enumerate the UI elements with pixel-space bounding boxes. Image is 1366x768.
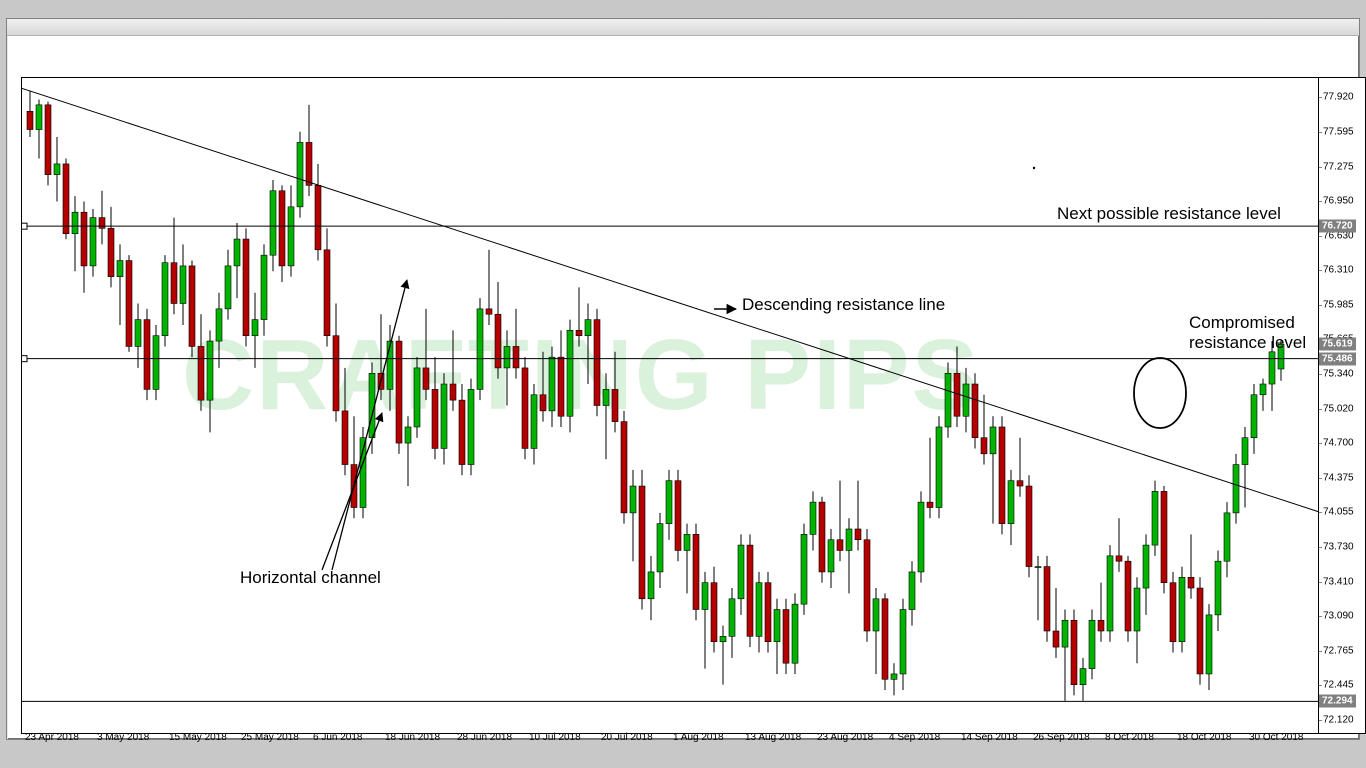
x-tick-label: 23 Aug 2018 (817, 732, 873, 743)
y-tick-label: 77.275 (1319, 161, 1365, 172)
y-tick-label: 74.055 (1319, 507, 1365, 518)
x-tick-label: 26 Sep 2018 (1033, 732, 1090, 743)
x-tick-label: 18 Oct 2018 (1177, 732, 1231, 743)
price-badge: 75.619 (1319, 338, 1356, 351)
y-tick-label: 73.730 (1319, 542, 1365, 553)
y-tick-label: 76.950 (1319, 196, 1365, 207)
x-tick-label: 1 Aug 2018 (673, 732, 724, 743)
price-axis: 72.120 72.445 72.765 73.090 73.410 73.730 74.0… (1319, 77, 1366, 734)
y-tick-label: 75.020 (1319, 403, 1365, 414)
window-titlebar (7, 19, 1359, 36)
x-tick-label: 20 Jul 2018 (601, 732, 653, 743)
price-badge: 75.486 (1319, 352, 1356, 365)
chart-window: ▼NZDJPY,Daily 75.388 75.662 75.284 75.61… (6, 18, 1360, 740)
x-tick-label: 6 Jun 2018 (313, 732, 363, 743)
candlestick-series (22, 78, 1318, 733)
x-tick-label: 13 Aug 2018 (745, 732, 801, 743)
x-tick-label: 30 Oct 2018 (1249, 732, 1303, 743)
x-tick-label: 15 May 2018 (169, 732, 227, 743)
x-tick-label: 4 Sep 2018 (889, 732, 940, 743)
x-tick-label: 25 May 2018 (241, 732, 299, 743)
y-tick-label: 74.375 (1319, 472, 1365, 483)
annotation-horizontal-channel: Horizontal channel (240, 568, 381, 588)
y-tick-label: 75.340 (1319, 369, 1365, 380)
x-tick-label: 10 Jul 2018 (529, 732, 581, 743)
annotation-next-resistance: Next possible resistance level (1057, 204, 1281, 224)
annotation-compromised-resistance: Compromisedresistance level (1189, 313, 1306, 352)
y-tick-label: 72.765 (1319, 645, 1365, 656)
x-tick-label: 8 Oct 2018 (1105, 732, 1154, 743)
y-tick-label: 73.410 (1319, 576, 1365, 587)
y-tick-label: 77.595 (1319, 127, 1365, 138)
y-tick-label: 72.120 (1319, 715, 1365, 726)
price-badge: 72.294 (1319, 695, 1356, 708)
chart-plot-area[interactable]: CRAFTING PIPS Next possible resistance l… (21, 77, 1319, 734)
y-tick-label: 76.310 (1319, 265, 1365, 276)
price-badge: 76.720 (1319, 220, 1356, 233)
y-tick-label: 73.090 (1319, 610, 1365, 621)
x-tick-label: 3 May 2018 (97, 732, 149, 743)
y-tick-label: 75.985 (1319, 300, 1365, 311)
y-tick-label: 72.445 (1319, 680, 1365, 691)
y-tick-label: 77.920 (1319, 92, 1365, 103)
x-tick-label: 14 Sep 2018 (961, 732, 1018, 743)
x-tick-label: 18 Jun 2018 (385, 732, 440, 743)
x-tick-label: 23 Apr 2018 (25, 732, 79, 743)
x-tick-label: 28 Jun 2018 (457, 732, 512, 743)
annotation-descending-line: Descending resistance line (742, 295, 945, 315)
y-tick-label: 74.700 (1319, 438, 1365, 449)
